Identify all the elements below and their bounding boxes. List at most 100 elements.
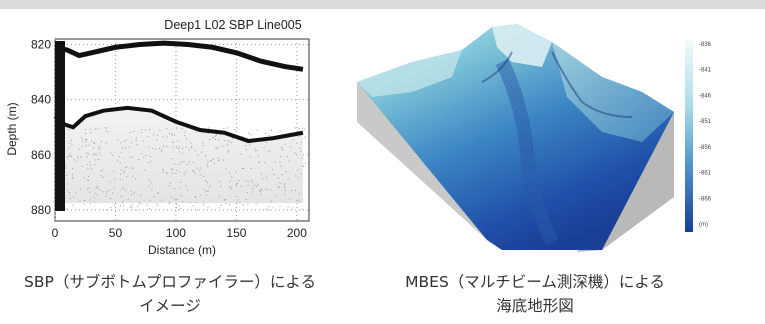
sbp-speckle (120, 179, 122, 181)
sbp-speckle (92, 147, 94, 149)
sbp-speckle (209, 139, 211, 141)
sbp-speckle (255, 150, 257, 152)
sbp-speckle (210, 160, 212, 162)
sbp-speckle (148, 179, 150, 181)
sbp-speckle (69, 192, 70, 194)
sbp-speckle (240, 153, 242, 155)
sbp-speckle (91, 140, 93, 142)
sbp-speckle (242, 204, 244, 206)
sbp-speckle (106, 190, 108, 192)
sbp-speckle (178, 205, 180, 207)
sbp-speckle (84, 129, 86, 130)
sbp-speckle (185, 146, 187, 148)
sbp-speckle (105, 195, 107, 197)
sbp-speckle (217, 146, 219, 148)
sbp-speckle (297, 169, 299, 171)
sbp-speckle (280, 155, 281, 157)
sbp-speckle (100, 175, 102, 177)
sbp-speckle (257, 184, 259, 186)
sbp-speckle (89, 161, 91, 163)
sbp-speckle (169, 132, 170, 134)
sbp-speckle (300, 141, 302, 143)
sbp-speckle (200, 194, 202, 196)
sbp-speckle (206, 181, 208, 183)
sbp-speckle (113, 170, 115, 172)
sbp-speckle (195, 131, 197, 133)
sbp-speckle (73, 196, 75, 198)
sbp-speckle (265, 208, 267, 210)
sbp-chart-title: Deep1 L02 SBP Line005 (164, 18, 301, 32)
caption-sbp-line2: イメージ (139, 297, 201, 315)
sbp-speckle (272, 207, 274, 209)
sbp-speckle (93, 197, 95, 199)
sbp-speckle (192, 170, 194, 172)
sbp-speckle (119, 174, 121, 175)
sbp-speckle (286, 156, 288, 158)
caption-mbes-line2: 海底地形図 (496, 297, 574, 315)
sbp-speckle (168, 203, 170, 205)
sbp-speckle (95, 128, 97, 130)
sbp-speckle (125, 139, 127, 141)
sbp-speckle (71, 177, 73, 179)
sbp-speckle (237, 199, 239, 201)
sbp-speckle (131, 209, 133, 210)
sbp-speckle (199, 169, 201, 171)
sbp-x-tick-label: 150 (226, 226, 246, 240)
sbp-speckle (212, 159, 214, 160)
sbp-speckle (304, 136, 306, 138)
sbp-speckle (178, 209, 179, 211)
sbp-speckle (171, 196, 173, 198)
sbp-speckle (203, 204, 205, 206)
sbp-speckle (274, 161, 276, 163)
sbp-speckle (92, 154, 94, 156)
terrain-valley (495, 58, 559, 246)
sbp-speckle (203, 176, 205, 178)
colorbar-gradient (685, 40, 693, 232)
sbp-speckle (227, 140, 229, 142)
terrain-left-ridge (357, 50, 462, 97)
sbp-speckle (296, 154, 298, 156)
sbp-speckle (136, 209, 138, 211)
sbp-speckle (181, 128, 183, 129)
sbp-speckle (138, 159, 139, 161)
sbp-speckle (65, 208, 67, 210)
sbp-speckle (123, 205, 125, 207)
sbp-speckle (190, 147, 192, 148)
sbp-speckle (105, 142, 107, 144)
sbp-speckle (172, 172, 174, 174)
sbp-speckle (250, 168, 252, 169)
sbp-speckle (260, 193, 262, 195)
colorbar-svg: -836 -841 -846 -851 -856 -861 -866 (m) (685, 40, 712, 232)
sbp-sediment-texture (65, 127, 306, 211)
sbp-speckle (161, 150, 163, 152)
sbp-speckle (128, 146, 130, 148)
sbp-speckle (146, 204, 148, 206)
sbp-speckle (199, 174, 201, 176)
sbp-speckle (123, 172, 125, 174)
sbp-speckle (97, 128, 99, 130)
sbp-y-tick-label: 840 (31, 93, 51, 107)
sbp-speckle (270, 129, 272, 131)
sbp-speckle (95, 159, 96, 161)
sbp-speckle (300, 173, 302, 175)
caption-sbp-line1: SBP（サブボトムプロファイラー）による (24, 273, 316, 291)
sbp-speckle (110, 206, 112, 208)
sbp-speckle (96, 154, 98, 156)
sbp-speckle (241, 136, 243, 138)
sbp-speckle (125, 147, 126, 149)
sbp-speckle (88, 153, 90, 155)
sbp-speckle (257, 149, 259, 151)
sbp-speckle (228, 151, 230, 153)
mbes-terrain-panel (352, 22, 712, 262)
sbp-speckle (226, 144, 228, 146)
sbp-speckle (72, 176, 74, 178)
sbp-speckle (294, 127, 296, 129)
sbp-speckle (263, 147, 265, 149)
sbp-speckle (218, 139, 220, 141)
sbp-speckle (305, 162, 306, 164)
sbp-speckle (145, 129, 146, 131)
sbp-speckle (235, 171, 237, 173)
sbp-speckle (195, 202, 197, 204)
sbp-speckle (284, 186, 286, 188)
sbp-speckle (215, 148, 217, 150)
